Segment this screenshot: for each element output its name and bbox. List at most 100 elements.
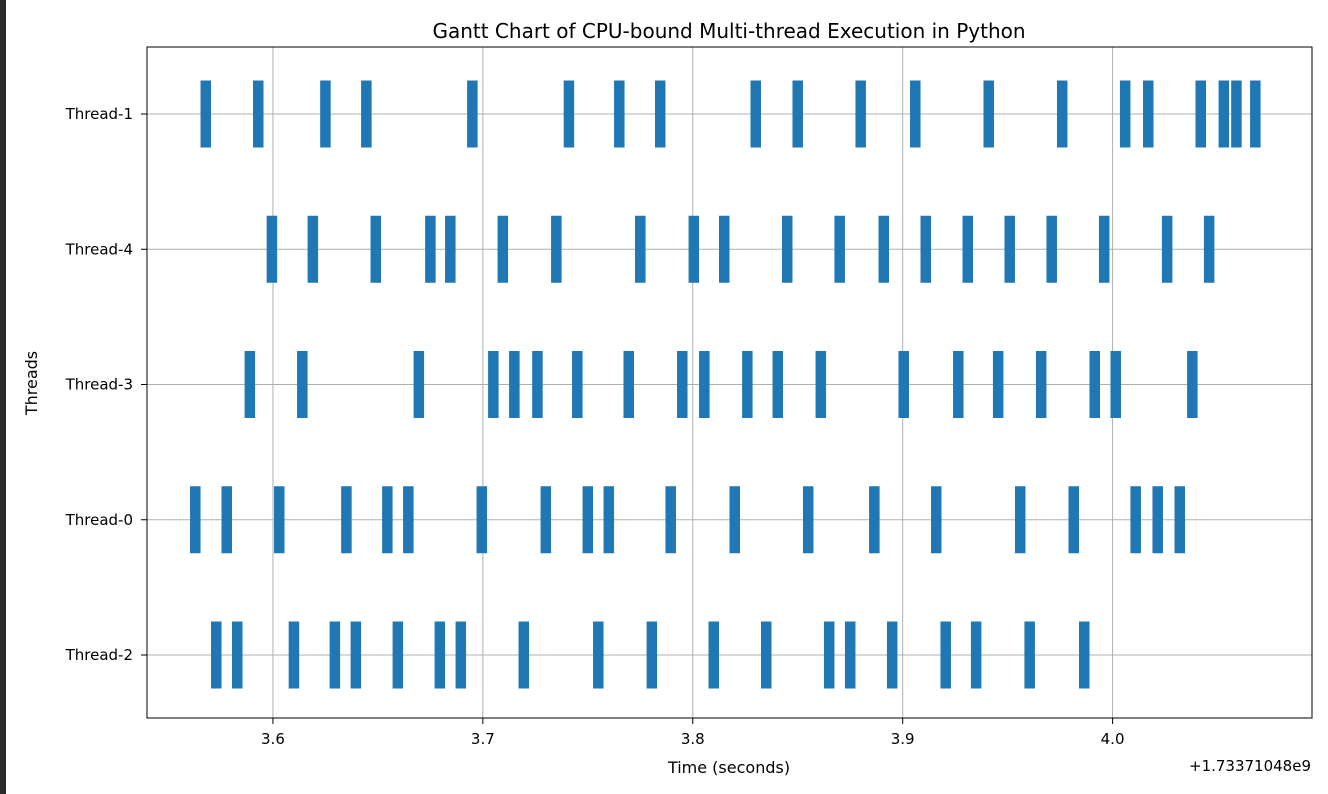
gantt-bar xyxy=(532,351,543,418)
gantt-bar xyxy=(488,351,499,418)
gantt-bar xyxy=(1203,215,1215,283)
gantt-bar xyxy=(1130,486,1141,554)
gantt-bar xyxy=(1056,80,1068,148)
gantt-bar xyxy=(603,486,615,554)
gantt-bar xyxy=(307,215,319,283)
gantt-bar xyxy=(1195,80,1206,148)
gantt-bar xyxy=(1024,621,1035,689)
gantt-bar xyxy=(467,80,478,148)
gantt-bar xyxy=(1218,80,1230,148)
gantt-bar xyxy=(1161,215,1173,283)
gantt-bar xyxy=(341,486,352,554)
gantt-bar xyxy=(273,486,285,554)
gantt-bar xyxy=(563,80,575,148)
y-tick-label: Thread-4 xyxy=(65,240,133,258)
gantt-bar xyxy=(855,80,866,148)
gantt-bar xyxy=(614,80,625,148)
gantt-bar xyxy=(1098,215,1110,283)
gantt-bar xyxy=(792,80,803,148)
gantt-bar xyxy=(518,621,530,689)
gantt-bar xyxy=(1014,486,1026,554)
gantt-bar xyxy=(1231,80,1242,148)
x-tick-label: 3.8 xyxy=(681,730,705,748)
gantt-bar xyxy=(823,621,835,689)
gantt-bar xyxy=(392,621,404,689)
plot-frame xyxy=(146,46,1313,719)
gantt-bar xyxy=(211,621,222,689)
gantt-bar xyxy=(350,621,362,689)
gantt-bar xyxy=(1152,486,1163,554)
chart-title: Gantt Chart of CPU-bound Multi-thread Ex… xyxy=(432,19,1025,43)
gantt-bar xyxy=(953,351,964,418)
gantt-bar xyxy=(1035,351,1047,418)
gantt-bar xyxy=(1089,351,1100,418)
gantt-bar xyxy=(297,351,308,418)
gantt-bar xyxy=(370,215,382,283)
gantt-bar xyxy=(509,351,520,418)
gantt-bar xyxy=(983,80,994,148)
gantt-bar xyxy=(232,621,243,689)
gantt-bar xyxy=(665,486,676,554)
gantt-bar xyxy=(1119,80,1131,148)
gantt-bar xyxy=(898,351,909,418)
gantt-bar xyxy=(200,80,212,148)
gantt-bar xyxy=(772,351,784,418)
gantt-bar xyxy=(221,486,233,554)
gantt-bar xyxy=(940,621,951,689)
gantt-bar xyxy=(869,486,880,554)
gantt-bar xyxy=(646,621,658,689)
gantt-bar xyxy=(1110,351,1121,418)
y-tick-label: Thread-2 xyxy=(65,646,133,664)
gantt-bar xyxy=(699,351,710,418)
gantt-bar xyxy=(540,486,552,554)
gantt-bar xyxy=(361,80,372,148)
gantt-bar xyxy=(445,215,456,283)
y-tick-label: Thread-3 xyxy=(65,376,133,394)
x-axis-label: Time (seconds) xyxy=(667,758,790,777)
gantt-bar xyxy=(288,621,300,689)
gantt-bar xyxy=(413,351,425,418)
gantt-bar xyxy=(403,486,414,554)
x-tick-label: 4.0 xyxy=(1101,730,1125,748)
x-axis-offset-label: +1.73371048e9 xyxy=(1189,757,1311,775)
gantt-bar xyxy=(920,215,932,283)
gantt-bar xyxy=(320,80,331,148)
gantt-bar xyxy=(1187,351,1198,418)
window-edge xyxy=(0,0,6,794)
plot-area xyxy=(147,47,1312,718)
gantt-bar xyxy=(878,215,890,283)
gantt-bar xyxy=(497,215,509,283)
gantt-bar xyxy=(1250,80,1261,148)
gantt-bar xyxy=(886,621,898,689)
gantt-bar xyxy=(1068,486,1079,554)
gantt-bar xyxy=(815,351,827,418)
gantt-bar xyxy=(551,215,562,283)
gantt-bar xyxy=(266,215,278,283)
gantt-bar xyxy=(1004,215,1015,283)
gantt-bar xyxy=(582,486,594,554)
gantt-bar xyxy=(434,621,446,689)
gantt-bar xyxy=(425,215,436,283)
gantt-bar xyxy=(382,486,393,554)
gantt-bar xyxy=(931,486,942,554)
gantt-bar xyxy=(455,621,467,689)
x-tick-label: 3.7 xyxy=(471,730,495,748)
gantt-bar xyxy=(593,621,604,689)
gantt-bar xyxy=(572,351,583,418)
gantt-bar xyxy=(1174,486,1186,554)
gantt-bar xyxy=(742,351,753,418)
gantt-bar xyxy=(623,351,634,418)
gantt-bar xyxy=(1046,215,1057,283)
gantt-bar xyxy=(244,351,256,418)
gantt-bar xyxy=(190,486,201,554)
y-tick-label: Thread-0 xyxy=(65,511,133,529)
gantt-bar xyxy=(329,621,341,689)
gantt-bar xyxy=(992,351,1004,418)
gantt-bar xyxy=(654,80,666,148)
gantt-bar xyxy=(750,80,761,148)
gantt-bar xyxy=(729,486,740,554)
gantt-bar xyxy=(802,486,814,554)
gantt-bar xyxy=(708,621,720,689)
